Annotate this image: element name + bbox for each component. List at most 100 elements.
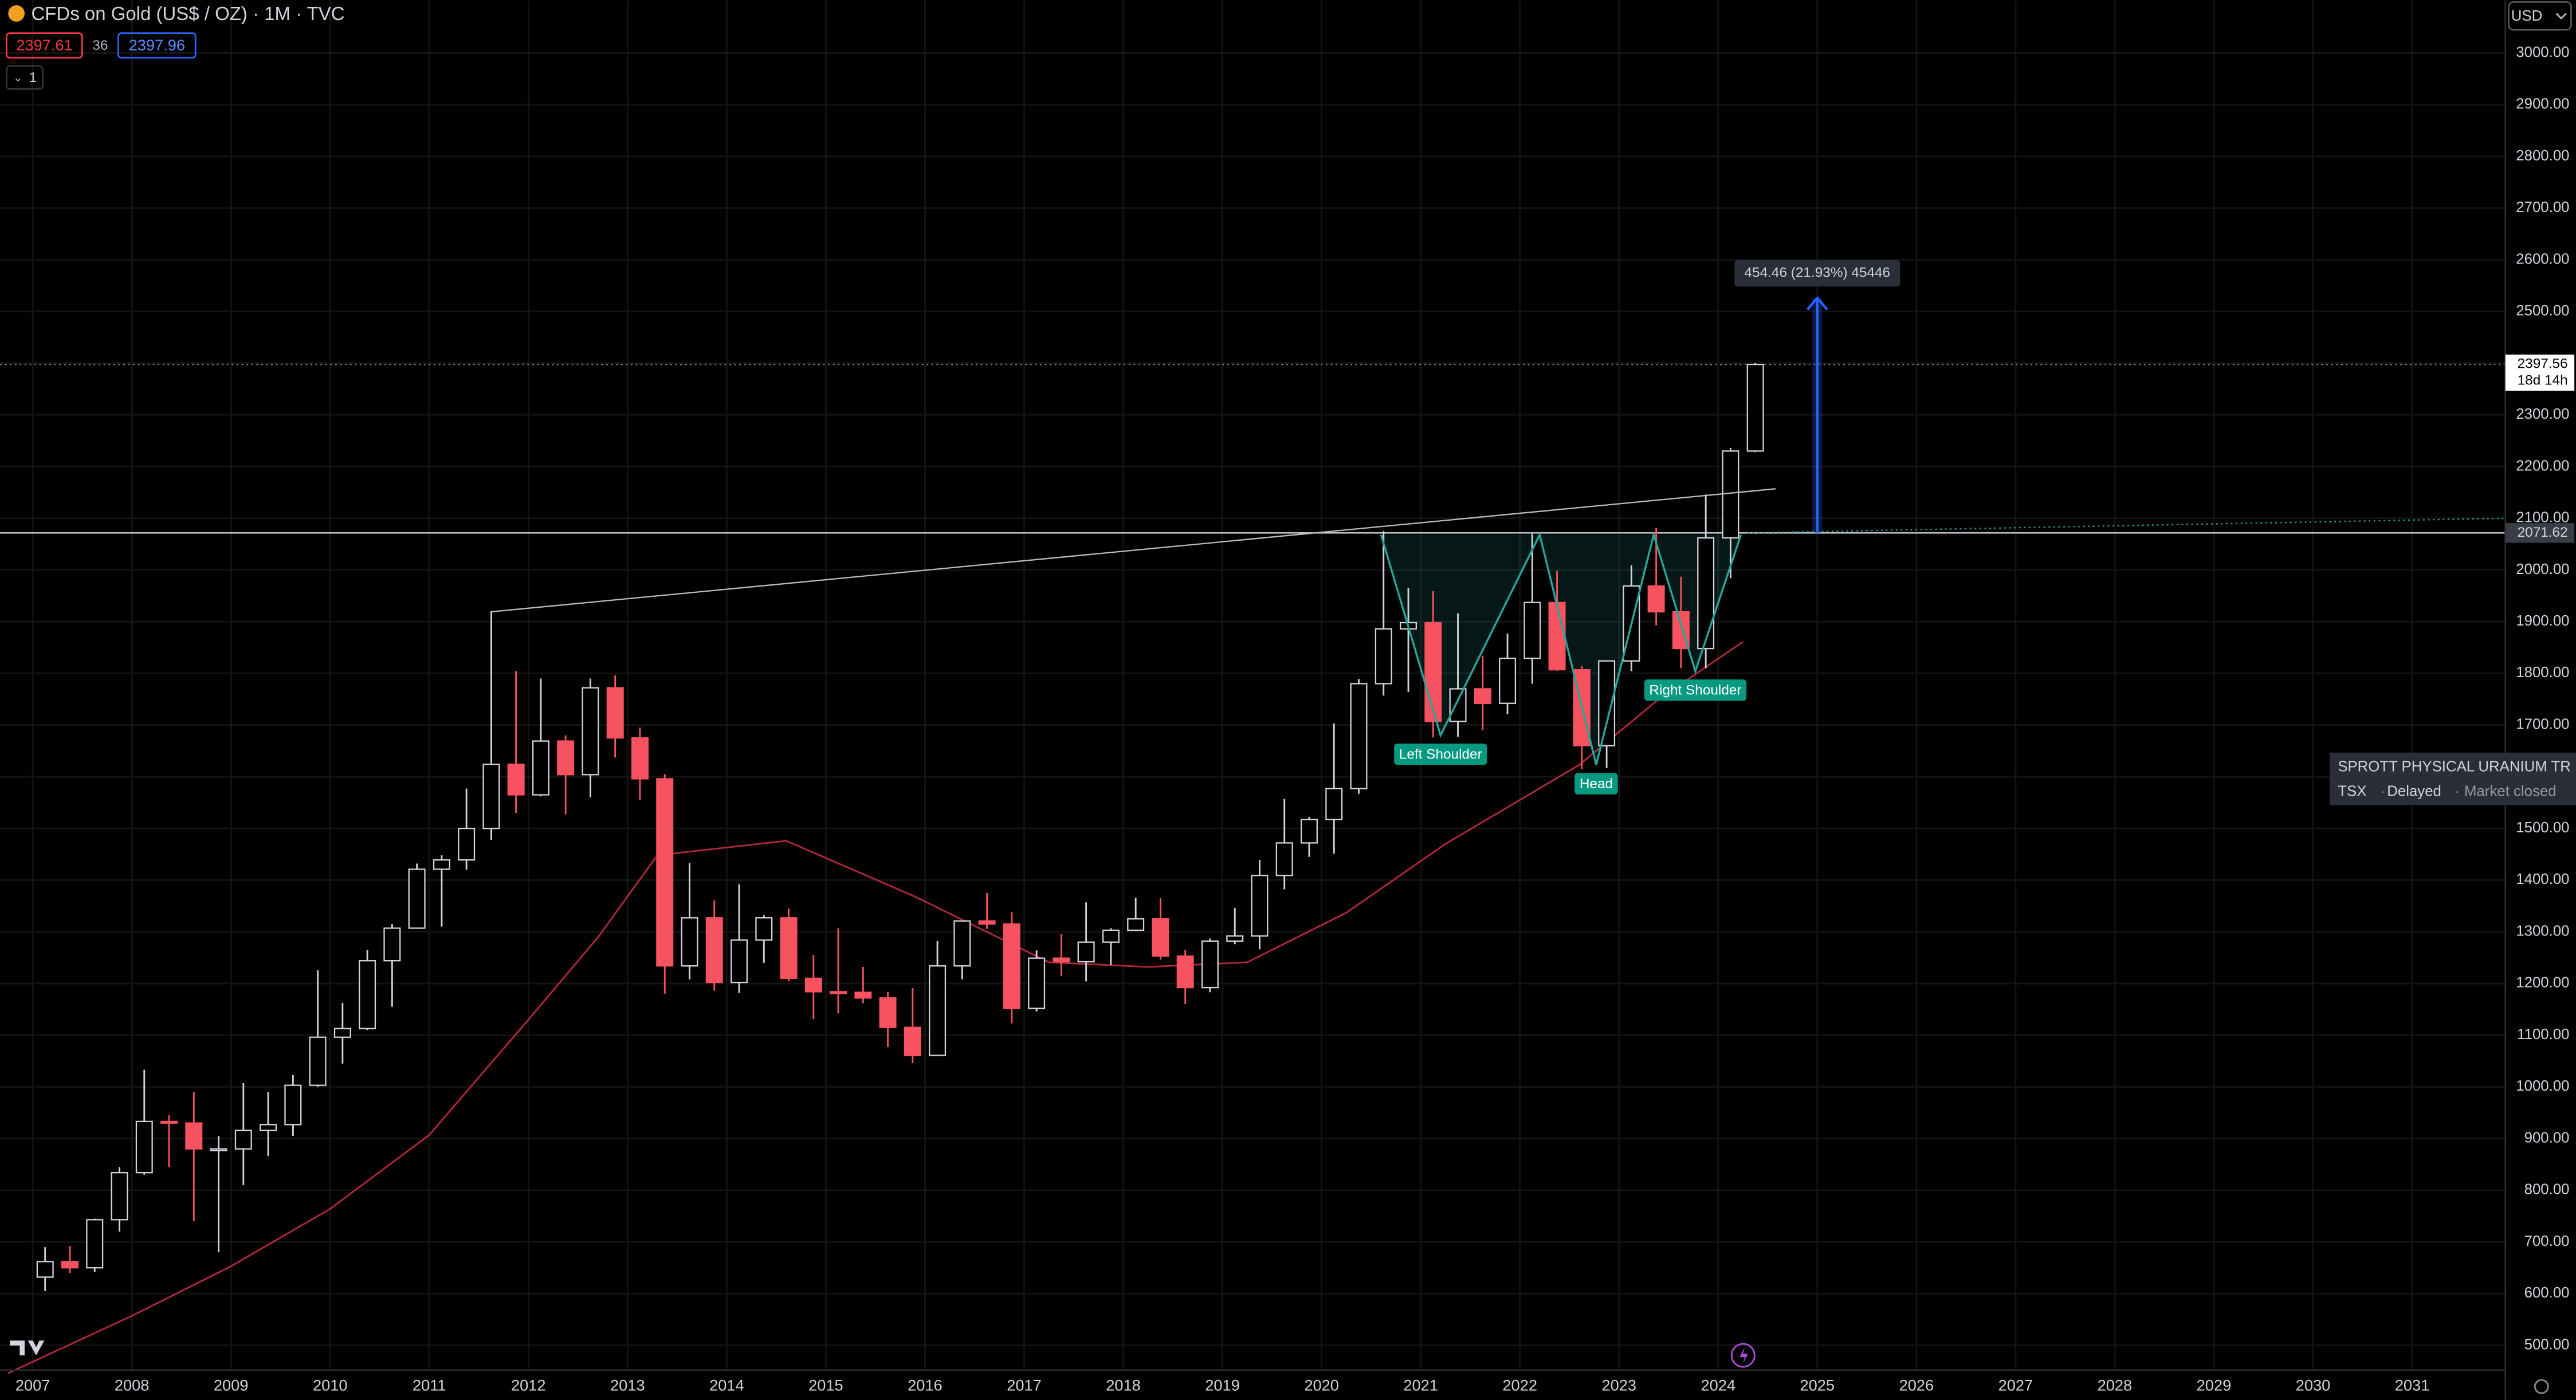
candle-body bbox=[854, 992, 872, 999]
candle-body bbox=[929, 965, 947, 1056]
y-tick-label: 2800.00 bbox=[2516, 148, 2569, 164]
x-tick-label: 2007 bbox=[15, 1377, 50, 1394]
x-tick-label: 2027 bbox=[1998, 1377, 2033, 1394]
candle-body bbox=[557, 740, 575, 776]
candle-body bbox=[978, 920, 996, 925]
candle-body bbox=[135, 1120, 153, 1174]
pattern-label: Head bbox=[1580, 776, 1613, 792]
settings-icon[interactable] bbox=[2534, 1379, 2549, 1394]
x-tick-label: 2022 bbox=[1502, 1377, 1537, 1394]
measure-arrowhead bbox=[1806, 296, 1828, 310]
x-tick-label: 2019 bbox=[1205, 1377, 1240, 1394]
x-tick-label: 2010 bbox=[313, 1377, 348, 1394]
x-tick-label: 2024 bbox=[1701, 1377, 1735, 1394]
candle-body bbox=[755, 917, 773, 941]
candle-body bbox=[1350, 683, 1368, 789]
y-tick-label: 800.00 bbox=[2524, 1182, 2570, 1198]
candle-body bbox=[1722, 450, 1739, 539]
ask-price: 2397.96 bbox=[129, 36, 185, 54]
candle-body bbox=[731, 939, 748, 984]
candle-body bbox=[1275, 842, 1293, 876]
currency: USD bbox=[2511, 8, 2542, 24]
pattern-fill bbox=[1381, 534, 1741, 765]
x-tick-label: 2008 bbox=[115, 1377, 150, 1394]
currency-button[interactable] bbox=[2508, 1, 2572, 31]
candle-body bbox=[383, 927, 401, 962]
candle-body bbox=[1201, 940, 1219, 989]
x-tick-label: 2029 bbox=[2197, 1377, 2232, 1394]
symbol-title[interactable]: CFDs on Gold (US$ / OZ) · 1M · TVC bbox=[31, 3, 344, 24]
candle-body bbox=[111, 1172, 128, 1221]
ask-box[interactable] bbox=[117, 32, 197, 59]
y-tick-label: 1400.00 bbox=[2516, 871, 2569, 887]
x-tick-label: 2017 bbox=[1007, 1377, 1042, 1394]
candle-body bbox=[804, 977, 822, 993]
candle-body bbox=[780, 917, 798, 980]
popup-status: Delayed bbox=[2387, 783, 2441, 799]
candle-body bbox=[86, 1219, 104, 1269]
level-label: 2071.62 bbox=[2518, 525, 2568, 540]
y-tick-label: 1900.00 bbox=[2516, 613, 2569, 629]
y-tick-label: 1800.00 bbox=[2516, 664, 2569, 681]
x-tick-label: 2031 bbox=[2395, 1377, 2430, 1394]
y-tick-label: 3000.00 bbox=[2516, 44, 2569, 60]
candle-body bbox=[284, 1084, 302, 1126]
lightning-icon[interactable] bbox=[1730, 1343, 1756, 1368]
symbol-icon bbox=[8, 5, 25, 22]
candle-body bbox=[606, 687, 624, 739]
y-tick-label: 2300.00 bbox=[2516, 406, 2569, 422]
bid-box[interactable] bbox=[6, 32, 83, 59]
candle-body bbox=[1523, 601, 1541, 659]
last-price-label: 2397.56 bbox=[2518, 356, 2568, 372]
indicator-count: 1 bbox=[29, 70, 37, 85]
plot: Left Shoulder Head Right Shoulder 454.46 (2… bbox=[0, 260, 2506, 1374]
candle-body bbox=[1474, 688, 1491, 704]
y-tick-label: 1700.00 bbox=[2516, 716, 2569, 732]
candle-body bbox=[1697, 537, 1715, 650]
candle-body bbox=[1152, 918, 1169, 957]
candle-body bbox=[1647, 585, 1665, 613]
pattern-outline bbox=[1380, 531, 1742, 765]
candle-body bbox=[61, 1261, 78, 1269]
candle-body bbox=[1003, 923, 1020, 1009]
y-tick-label: 1300.00 bbox=[2516, 923, 2569, 939]
candle-body bbox=[433, 859, 450, 870]
x-tick-label: 2025 bbox=[1800, 1377, 1835, 1394]
candle-body bbox=[1424, 622, 1442, 722]
trendline bbox=[490, 488, 1776, 613]
y-tick-label: 700.00 bbox=[2524, 1233, 2570, 1249]
popup[interactable] bbox=[2329, 752, 2576, 805]
candle-body bbox=[210, 1148, 227, 1151]
x-tick-label: 2030 bbox=[2296, 1377, 2331, 1394]
logo[interactable] bbox=[10, 1340, 45, 1356]
x-tick-label: 2012 bbox=[511, 1377, 546, 1394]
spread: 36 bbox=[92, 38, 108, 53]
candle-body bbox=[1375, 628, 1392, 685]
candle-body bbox=[1499, 658, 1517, 704]
x-tick-label: 2009 bbox=[214, 1377, 249, 1394]
separator: · bbox=[2455, 783, 2460, 799]
x-tick-label: 2026 bbox=[1899, 1377, 1934, 1394]
indicator-toggle[interactable] bbox=[6, 65, 44, 90]
countdown-label: 18d 14h bbox=[2518, 372, 2568, 388]
candle-body bbox=[408, 868, 426, 929]
pattern-label: Left Shoulder bbox=[1399, 747, 1482, 762]
popup-name: SPROTT PHYSICAL URANIUM TR bbox=[2338, 758, 2571, 774]
candle-body bbox=[1077, 941, 1095, 963]
popup-market: Market closed bbox=[2464, 783, 2557, 799]
candle-body bbox=[1548, 601, 1566, 671]
y-tick-label: 2600.00 bbox=[2516, 251, 2569, 267]
candle-body bbox=[879, 997, 897, 1028]
x-tick-label: 2023 bbox=[1601, 1377, 1636, 1394]
popup-exchange: TSX bbox=[2338, 783, 2366, 799]
measure-label-box bbox=[1734, 260, 1900, 287]
candle-body bbox=[309, 1036, 327, 1086]
x-tick-label: 2011 bbox=[413, 1377, 446, 1394]
candle-body bbox=[260, 1124, 277, 1131]
last-price-box bbox=[2505, 354, 2575, 391]
candle-body bbox=[1226, 935, 1244, 942]
measure-label: 454.46 (21.93%) 45446 bbox=[1744, 265, 1890, 281]
x-tick-label: 2028 bbox=[2098, 1377, 2133, 1394]
y-tick-label: 500.00 bbox=[2524, 1336, 2570, 1352]
